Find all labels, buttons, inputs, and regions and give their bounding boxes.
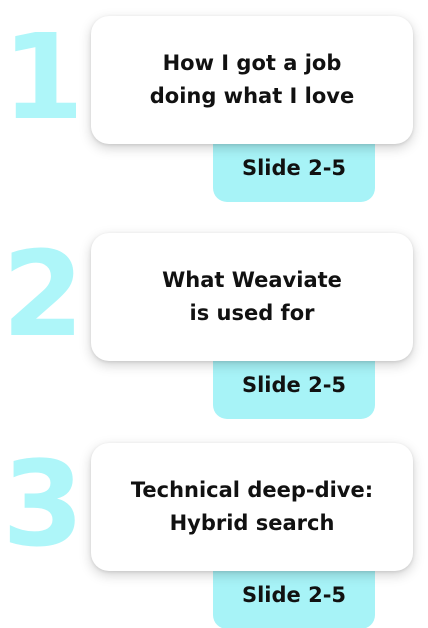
step-card[interactable]: Technical deep-dive: Hybrid search: [91, 443, 413, 571]
step-card[interactable]: How I got a job doing what I love: [91, 16, 413, 144]
step-number: 1: [2, 8, 84, 146]
step-number: 3: [2, 435, 84, 573]
step-title: Technical deep-dive: Hybrid search: [130, 478, 374, 535]
step-number: 2: [2, 225, 84, 363]
agenda-step-3: 3 Slide 2-5 Technical deep-dive: Hybrid …: [0, 443, 428, 628]
step-card[interactable]: What Weaviate is used for: [91, 233, 413, 361]
agenda-step-2: 2 Slide 2-5 What Weaviate is used for: [0, 233, 428, 433]
step-title: How I got a job doing what I love: [149, 51, 355, 108]
step-title: What Weaviate is used for: [162, 268, 342, 325]
agenda-step-1: 1 Slide 2-5 How I got a job doing what I…: [0, 16, 428, 216]
